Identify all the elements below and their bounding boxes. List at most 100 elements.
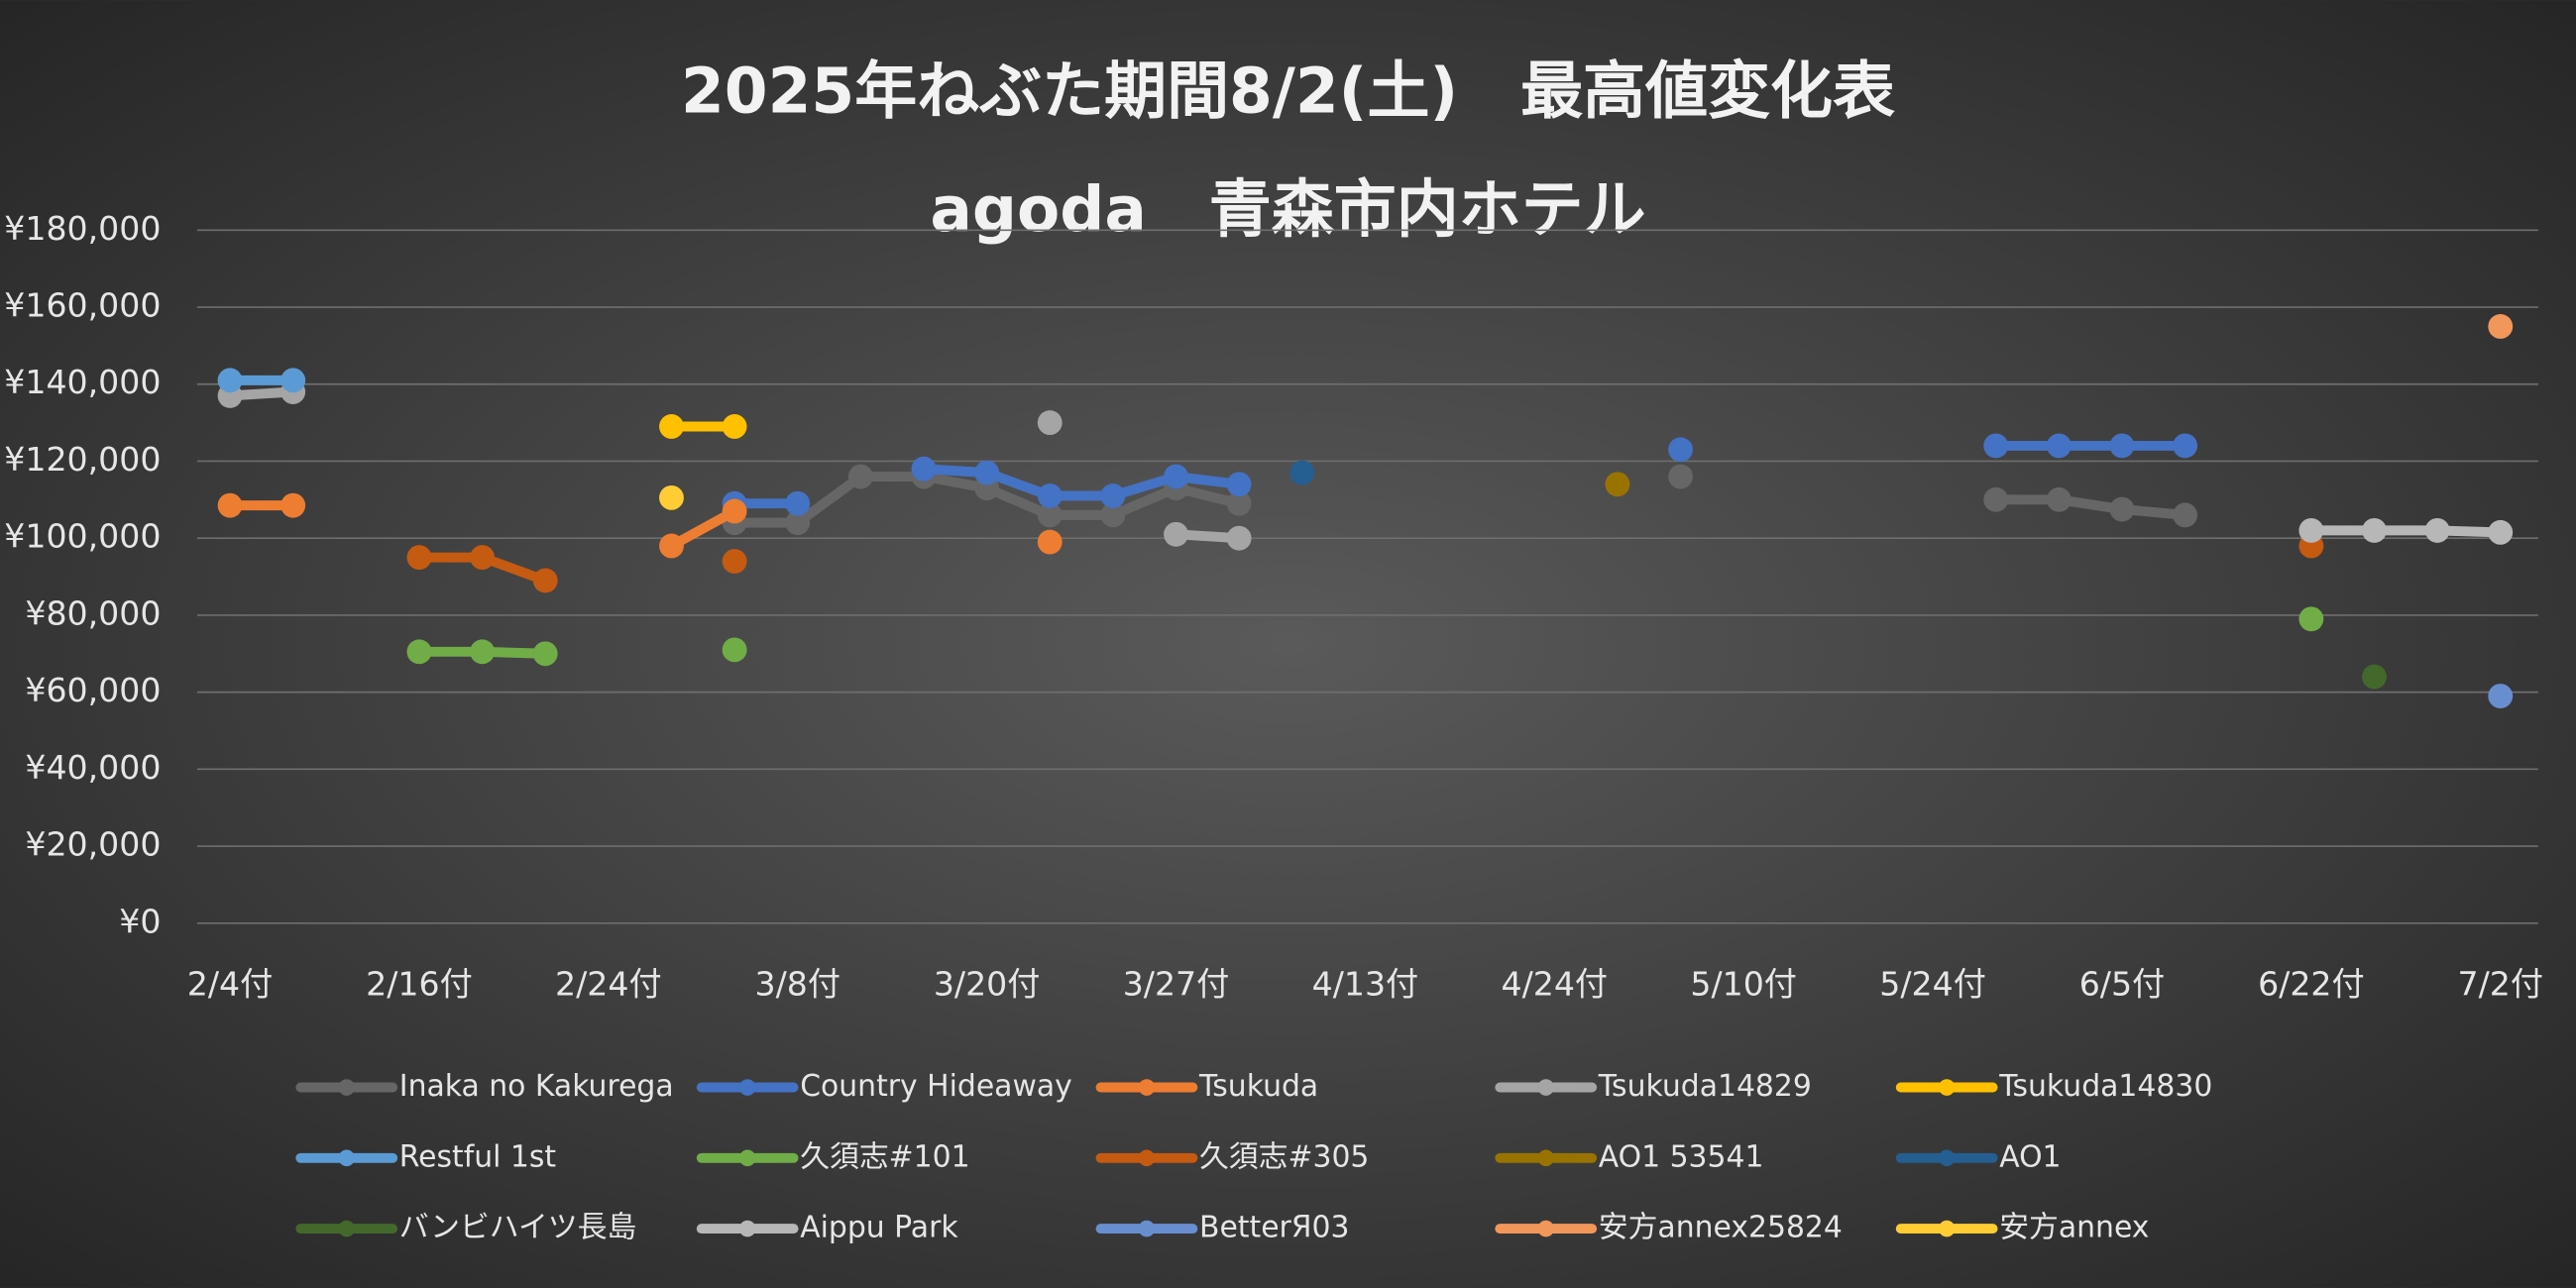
data-point <box>406 639 432 665</box>
x-tick-label: 4/13付 <box>1312 964 1419 1003</box>
data-point <box>1037 410 1063 436</box>
data-point <box>974 460 1000 485</box>
data-point <box>722 414 747 439</box>
x-tick-label: 4/24付 <box>1502 964 1609 1003</box>
chart-subtitle: agoda 青森市内ホテル <box>930 173 1645 246</box>
y-tick-label: ¥80,000 <box>25 593 161 632</box>
data-point <box>532 641 558 667</box>
data-point <box>2298 606 2324 632</box>
y-tick-label: ¥180,000 <box>4 209 161 248</box>
legend-marker <box>1138 1220 1156 1237</box>
legend-marker <box>738 1079 756 1096</box>
x-tick-label: 7/2付 <box>2458 964 2543 1003</box>
data-point <box>722 498 747 524</box>
data-point <box>1037 502 1063 528</box>
data-point <box>847 464 873 489</box>
legend-marker <box>1138 1079 1156 1096</box>
legend-label: AO1 <box>1999 1139 2061 1174</box>
data-point <box>217 492 243 518</box>
legend-marker <box>1537 1149 1555 1167</box>
data-point <box>911 456 937 482</box>
y-tick-label: ¥40,000 <box>25 748 161 787</box>
data-point <box>470 639 496 665</box>
data-point <box>2362 664 2387 690</box>
data-point <box>2298 517 2324 543</box>
data-point <box>1226 490 1252 516</box>
x-tick-label: 2/24付 <box>555 964 662 1003</box>
y-tick-label: ¥60,000 <box>25 671 161 709</box>
legend-label: 久須志#305 <box>1199 1139 1369 1174</box>
legend-label: BetterЯ03 <box>1199 1211 1350 1245</box>
data-point <box>1668 464 1693 489</box>
x-tick-label: 3/20付 <box>934 964 1041 1003</box>
x-tick-label: 3/8付 <box>754 964 840 1003</box>
data-point <box>1226 472 1252 497</box>
data-point <box>1037 529 1063 555</box>
x-tick-label: 5/24付 <box>1879 964 1986 1003</box>
y-tick-label: ¥140,000 <box>4 363 161 401</box>
data-point <box>722 637 747 663</box>
data-point <box>1164 464 1188 489</box>
legend-label: 安方annex <box>1999 1211 2149 1245</box>
series-line <box>2305 525 2506 538</box>
y-tick-label: ¥160,000 <box>4 286 161 325</box>
legend-label: Tsukuda14830 <box>1998 1069 2212 1104</box>
y-tick-label: ¥100,000 <box>4 517 161 556</box>
data-point <box>1289 460 1315 485</box>
legend-marker <box>1537 1079 1555 1096</box>
legend-marker <box>1138 1149 1156 1167</box>
x-tick-label: 6/5付 <box>2079 964 2165 1003</box>
data-point <box>722 549 747 574</box>
legend-marker <box>738 1149 756 1167</box>
y-tick-label: ¥120,000 <box>4 440 161 479</box>
legend-marker <box>338 1149 356 1167</box>
legend-label: バンビハイツ長島 <box>399 1211 637 1245</box>
data-point <box>470 545 496 571</box>
legend-label: Inaka no Kakurega <box>399 1069 674 1104</box>
data-point <box>2173 433 2198 459</box>
legend-marker <box>1938 1079 1956 1096</box>
data-point <box>2046 433 2072 459</box>
legend-marker <box>1537 1220 1555 1237</box>
x-tick-label: 6/22付 <box>2258 964 2365 1003</box>
legend-marker <box>338 1079 356 1096</box>
data-point <box>1983 433 2009 459</box>
chart-title: 2025年ねぶた期間8/2(土) 最高値変化表 <box>681 54 1895 127</box>
data-point <box>2109 433 2135 459</box>
data-point <box>2109 496 2135 522</box>
data-point <box>1164 521 1188 547</box>
data-point <box>406 545 432 571</box>
legend-label: 安方annex25824 <box>1599 1211 1843 1245</box>
data-point <box>2046 486 2072 512</box>
x-tick-label: 5/10付 <box>1690 964 1797 1003</box>
x-tick-label: 2/16付 <box>366 964 473 1003</box>
legend-marker <box>738 1220 756 1237</box>
data-point <box>532 568 558 593</box>
data-point <box>2488 314 2514 339</box>
y-tick-label: ¥0 <box>119 902 161 940</box>
data-point <box>1100 483 1126 508</box>
legend-marker <box>1938 1220 1956 1237</box>
data-point <box>1100 502 1126 528</box>
legend-label: Aippu Park <box>800 1211 958 1245</box>
data-point <box>1037 483 1063 508</box>
x-tick-label: 2/4付 <box>187 964 273 1003</box>
y-tick-label: ¥20,000 <box>25 825 161 864</box>
data-point <box>659 484 684 510</box>
data-point <box>280 368 306 393</box>
data-point <box>280 492 306 518</box>
data-point <box>2362 517 2387 543</box>
data-point <box>2424 517 2450 543</box>
data-point <box>659 414 684 439</box>
x-tick-label: 3/27付 <box>1123 964 1230 1003</box>
data-point <box>785 510 811 536</box>
legend-marker <box>1938 1149 1956 1167</box>
legend-label: 久須志#101 <box>800 1139 969 1174</box>
legend-label: AO1 53541 <box>1599 1139 1764 1174</box>
legend-label: Country Hideaway <box>800 1069 1072 1104</box>
data-point <box>785 490 811 516</box>
legend-marker <box>338 1220 356 1237</box>
